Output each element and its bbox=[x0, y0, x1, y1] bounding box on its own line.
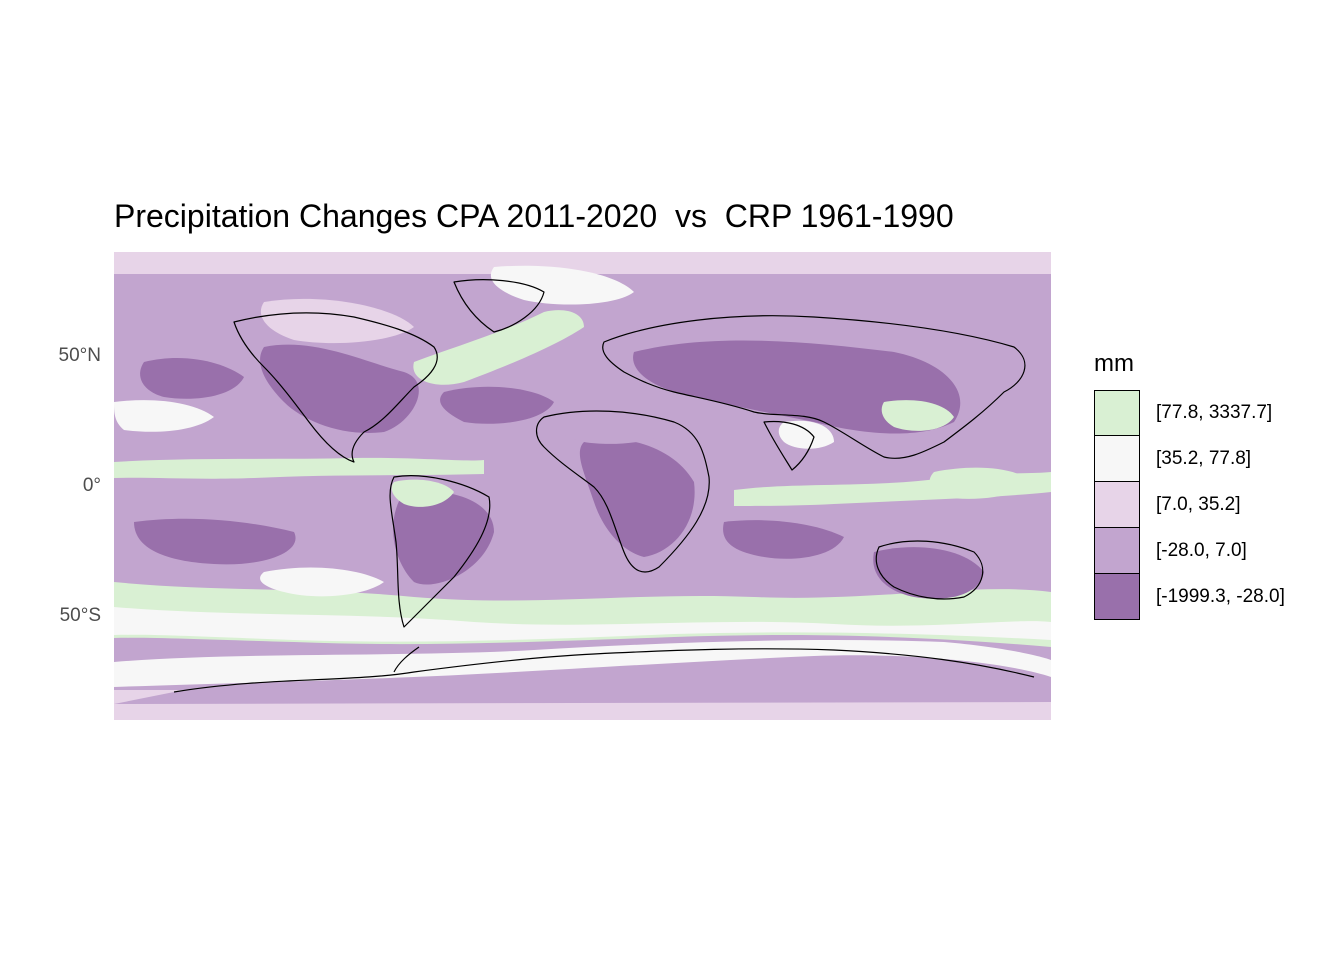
dark-south-pacific bbox=[134, 518, 296, 565]
dark-indian-ocean bbox=[723, 520, 844, 559]
dark-africa bbox=[579, 438, 695, 557]
dark-atlantic bbox=[440, 386, 554, 424]
lat-tick-label: 50°S bbox=[59, 605, 101, 626]
dark-australia bbox=[873, 547, 984, 599]
legend-label: [35.2, 77.8] bbox=[1156, 448, 1252, 469]
itcz-band-pacific bbox=[114, 457, 484, 479]
green-east-asia bbox=[881, 400, 954, 431]
coast-greenland bbox=[453, 279, 545, 333]
coast-south-america bbox=[389, 475, 491, 628]
coast-antarctic-peninsula bbox=[393, 646, 420, 673]
dark-south-america bbox=[393, 491, 494, 585]
coast-australia bbox=[875, 540, 984, 600]
map-title: Precipitation Changes CPA 2011-2020 vs C… bbox=[114, 198, 954, 234]
coastlines bbox=[173, 279, 1035, 693]
coast-north-america bbox=[233, 312, 438, 463]
precipitation-map bbox=[114, 252, 1051, 720]
arctic-band bbox=[114, 252, 1051, 274]
dark-eurasia bbox=[633, 340, 961, 434]
green-tropical-pacific-west bbox=[929, 467, 1034, 499]
dark-north-pacific bbox=[140, 357, 244, 399]
green-amazon bbox=[391, 479, 454, 507]
legend-swatch bbox=[1094, 574, 1140, 620]
legend-label: [77.8, 3337.7] bbox=[1156, 402, 1273, 423]
white-north-pacific bbox=[114, 400, 214, 432]
dark-north-america bbox=[260, 344, 419, 433]
antarctic-coast-white bbox=[114, 639, 1051, 687]
light-sahara bbox=[552, 411, 674, 444]
coast-africa bbox=[535, 410, 710, 573]
legend-swatch bbox=[1094, 482, 1140, 528]
legend-label: [7.0, 35.2] bbox=[1156, 494, 1241, 515]
legend-swatch bbox=[1094, 390, 1140, 436]
green-north-atlantic bbox=[413, 310, 584, 385]
white-india bbox=[778, 420, 834, 449]
coast-antarctica bbox=[173, 648, 1035, 693]
lat-tick-label: 50°N bbox=[58, 345, 101, 366]
legend-label: [-28.0, 7.0] bbox=[1156, 540, 1247, 561]
antarctic-interior bbox=[114, 653, 1051, 704]
white-south-pacific bbox=[260, 567, 384, 597]
white-arctic bbox=[490, 265, 634, 305]
coast-eurasia bbox=[602, 315, 1026, 459]
legend-title: mm bbox=[1094, 350, 1134, 377]
southern-ocean-white bbox=[114, 607, 1051, 642]
legend-swatch bbox=[1094, 528, 1140, 574]
legend-swatch bbox=[1094, 436, 1140, 482]
legend-label: [-1999.3, -28.0] bbox=[1156, 586, 1285, 607]
light-canada bbox=[260, 298, 414, 344]
coast-india bbox=[763, 420, 815, 471]
lat-tick-label: 0° bbox=[82, 475, 101, 496]
